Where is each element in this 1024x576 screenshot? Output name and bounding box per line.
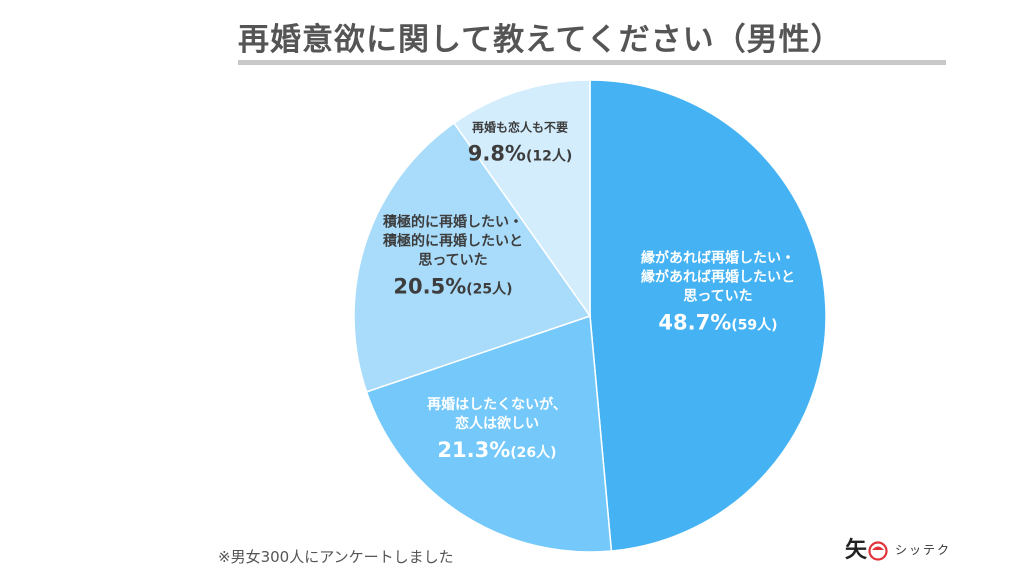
slice-label-line: 縁があれば再婚したい・: [641, 250, 795, 267]
slice-label-line: 縁があれば再婚したいと: [641, 269, 795, 286]
pie-slice-fuyou: [453, 79, 591, 319]
pie-slice-koibito-hoshii: [365, 314, 613, 553]
slice-percent: 21.3%: [437, 438, 510, 462]
slice-label-fuyou: 再婚も恋人も不要 9.8%(12人): [468, 120, 573, 166]
slice-count: (26人): [510, 444, 556, 461]
slice-value-label: 21.3%(26人): [437, 438, 556, 462]
slice-value-label: 9.8%(12人): [468, 142, 573, 166]
slice-percent: 9.8%: [468, 142, 526, 166]
slice-count: (59人): [731, 317, 777, 334]
svg-text:矢: 矢: [845, 537, 868, 563]
logo-mark-icon: 矢: [845, 537, 888, 563]
slice-value-label: 20.5%(25人): [393, 275, 512, 299]
title-underline: [238, 60, 946, 65]
pie-slice-sekkyokuteki: [353, 122, 592, 393]
slice-label-line: 再婚はしたくないが、: [427, 396, 567, 413]
slice-label-line: 思っていた: [418, 253, 487, 269]
slice-label-line: 思っていた: [683, 289, 752, 305]
chart-title: 再婚意欲に関して教えてください（男性）: [238, 22, 843, 58]
slice-count: (25人): [466, 281, 512, 298]
slice-label-line: 積極的に再婚したいと: [382, 233, 523, 250]
pie-labels: 縁があれば再婚したい・縁があれば再婚したいと思っていた48.7%(59人)再婚は…: [382, 120, 795, 463]
slice-label-line: 積極的に再婚したい・: [382, 214, 523, 231]
slice-count: (12人): [526, 148, 572, 165]
pie-slice-en-ga-areba: [589, 79, 827, 552]
slice-value-label: 48.7%(59人): [658, 311, 777, 335]
slice-label-line: 再婚も恋人も不要: [472, 120, 568, 135]
logo-text: シッテク: [895, 543, 952, 557]
pie-slices: [353, 79, 827, 553]
slice-label-koibito-hoshii: 再婚はしたくないが、恋人は欲しい 21.3%(26人): [427, 396, 567, 462]
slice-percent: 48.7%: [658, 311, 731, 335]
slice-percent: 20.5%: [393, 275, 466, 299]
footnote: ※男女300人にアンケートしました: [218, 548, 454, 566]
slice-label-line: 恋人は欲しい: [455, 415, 539, 432]
